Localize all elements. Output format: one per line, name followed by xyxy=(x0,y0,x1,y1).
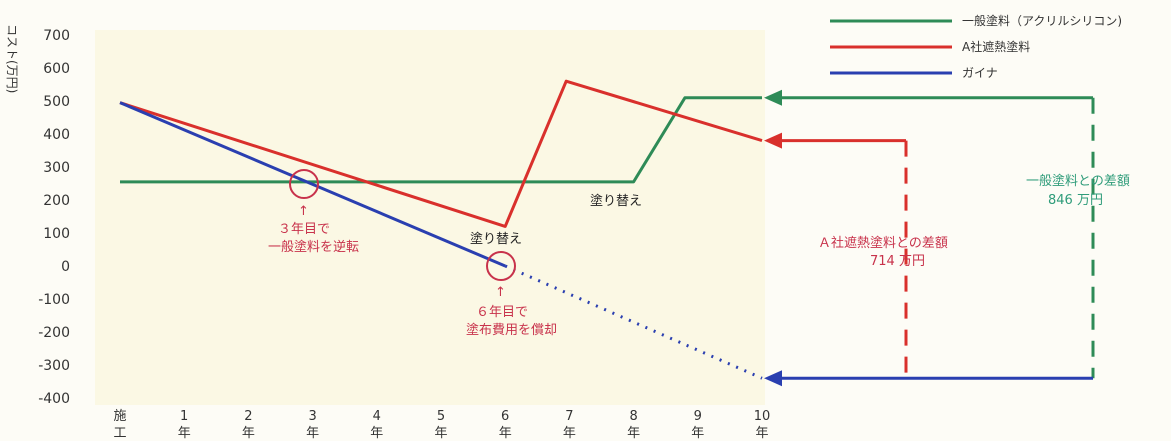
crossover-note-2: 一般塗料を逆転 xyxy=(268,239,359,255)
x-axis-ticks: 施工 1 年 2 年 3 年 4 年 5 年 6 年 7 年 8 年 9 年 10 年 xyxy=(113,409,770,441)
series-lines xyxy=(119,79,763,380)
legend: 一般塗料（アクリルシリコン) A社遮熱塗料 ガイナ xyxy=(830,13,1122,80)
crossover-arrow: ↑ xyxy=(298,204,309,219)
y-tick-label: 300 xyxy=(43,160,70,176)
annotations: ↑ ３年目で 一般塗料を逆転 ↑ ６年目で 塗布費用を償却 塗り替え 塗り替え … xyxy=(268,169,1130,338)
arrowhead-a xyxy=(764,132,782,149)
x-tick-unit: 年 xyxy=(434,426,447,441)
payback-arrow: ↑ xyxy=(495,285,506,300)
x-tick-unit: 年 xyxy=(306,426,319,441)
y-tick-label: -300 xyxy=(38,358,70,374)
y-tick-label: 200 xyxy=(43,193,70,209)
x-tick-label: 1 xyxy=(180,409,188,424)
y-axis-label-text: コスト(万円) xyxy=(5,24,19,93)
y-tick-label: -100 xyxy=(38,292,70,308)
repaint-label-a: 塗り替え xyxy=(470,231,522,247)
series-line-gaina-projection xyxy=(504,264,763,380)
plot-background xyxy=(95,30,765,405)
x-tick-label: 2 xyxy=(244,409,252,424)
arrowhead-gaina xyxy=(764,370,782,387)
diff-general-label-2: 846 万円 xyxy=(1048,193,1103,208)
legend-label-general: 一般塗料（アクリルシリコン) xyxy=(962,13,1122,28)
payback-note-1: ６年目で xyxy=(476,305,528,320)
y-tick-label: 100 xyxy=(43,226,70,242)
diff-a-label-2: 714 万円 xyxy=(870,254,925,269)
payback-note-2: 塗布費用を償却 xyxy=(466,322,557,338)
diff-a-label-1: Ａ社遮熱塗料との差額 xyxy=(818,235,948,251)
series-line-general xyxy=(120,96,762,184)
series-line-a-company xyxy=(119,79,763,228)
x-tick-label: 4 xyxy=(373,409,381,424)
crossover-circle xyxy=(289,169,319,199)
x-tick-unit: 年 xyxy=(178,426,191,441)
repaint-label-general: 塗り替え xyxy=(590,193,642,209)
difference-arrows xyxy=(764,89,1095,387)
legend-label-a: A社遮熱塗料 xyxy=(962,39,1030,54)
y-tick-label: 600 xyxy=(43,61,70,77)
x-tick-unit: 工 xyxy=(113,426,126,441)
y-tick-label: -400 xyxy=(38,391,70,407)
x-tick-label: 7 xyxy=(565,409,573,424)
series-line-gaina xyxy=(119,101,506,268)
x-tick-label: 施 xyxy=(113,409,126,424)
y-tick-label: -200 xyxy=(38,325,70,341)
x-tick-label: 10 xyxy=(754,409,771,424)
arrowhead-general xyxy=(764,89,782,106)
x-tick-label: 9 xyxy=(694,409,702,424)
y-tick-label: 400 xyxy=(43,127,70,143)
y-tick-label: 500 xyxy=(43,94,70,110)
y-tick-label: 700 xyxy=(43,28,70,44)
payback-circle xyxy=(486,251,516,281)
x-tick-unit: 年 xyxy=(691,426,704,441)
x-tick-label: 8 xyxy=(629,409,637,424)
x-tick-label: 3 xyxy=(308,409,316,424)
x-tick-unit: 年 xyxy=(755,426,768,441)
x-tick-unit: 年 xyxy=(370,426,383,441)
x-tick-unit: 年 xyxy=(563,426,576,441)
y-axis-ticks: 700 600 500 400 300 200 100 0 -100 -200 -300 -400 xyxy=(38,28,70,407)
x-tick-unit: 年 xyxy=(627,426,640,441)
x-tick-unit: 年 xyxy=(499,426,512,441)
diff-general-label-1: 一般塗料との差額 xyxy=(1026,173,1130,189)
crossover-note-1: ３年目で xyxy=(278,222,330,237)
legend-label-gaina: ガイナ xyxy=(962,66,998,80)
x-tick-label: 5 xyxy=(437,409,445,424)
x-tick-unit: 年 xyxy=(242,426,255,441)
y-axis-label: コスト(万円) xyxy=(5,24,19,93)
x-tick-label: 6 xyxy=(501,409,509,424)
y-tick-label: 0 xyxy=(61,259,70,275)
